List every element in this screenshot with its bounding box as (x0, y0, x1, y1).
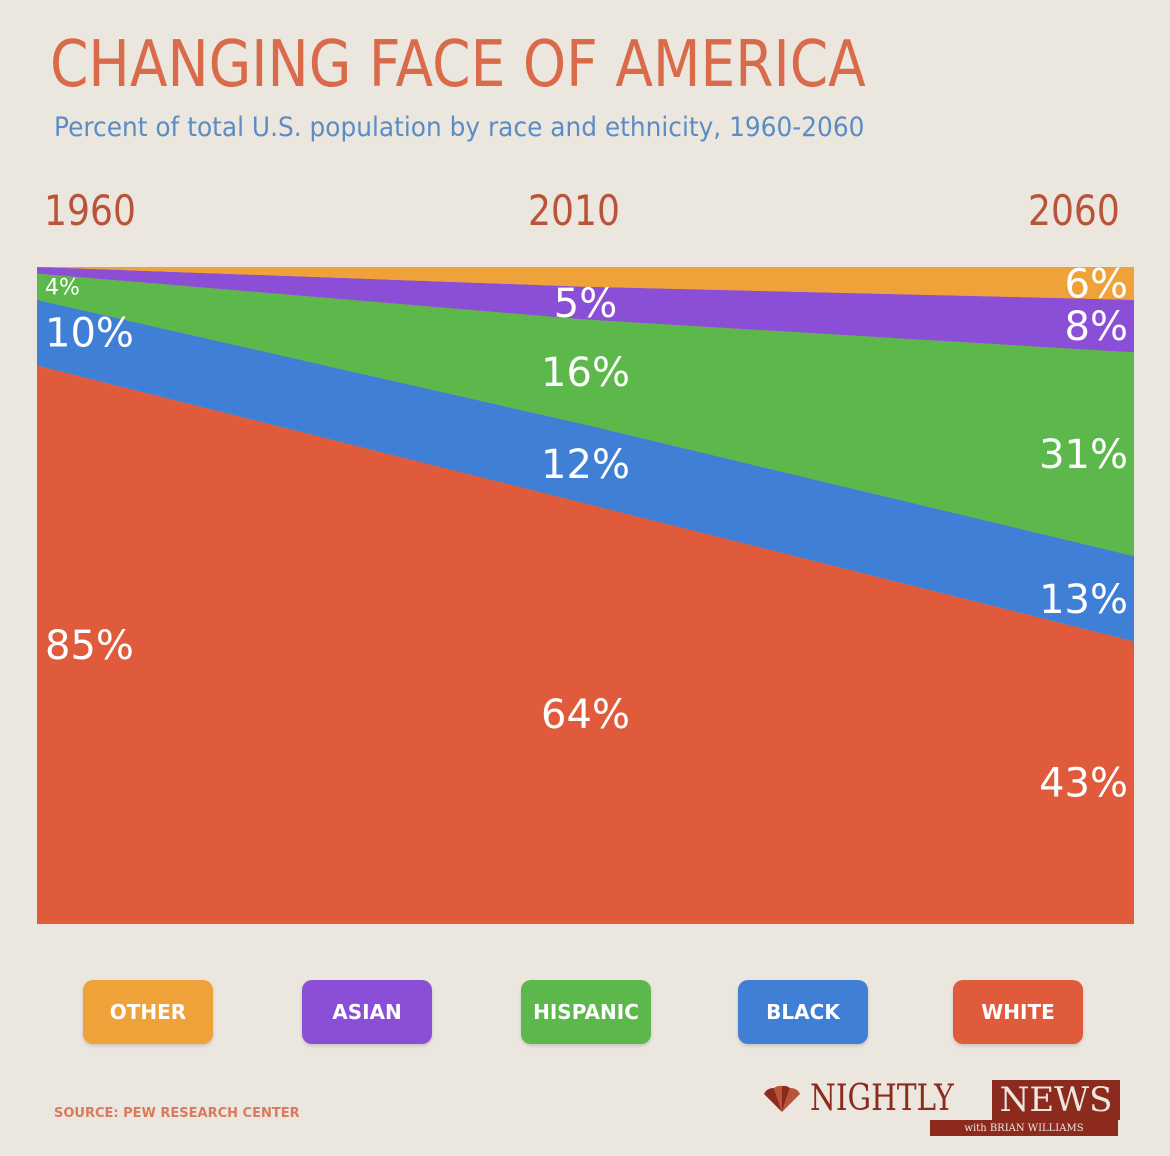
chart-subtitle: Percent of total U.S. population by race… (54, 112, 865, 143)
data-label-black-1960: 10% (45, 311, 134, 357)
area-asian (37, 267, 1134, 353)
area-black (37, 299, 1134, 642)
x-tick-label-2060: 2060 (1028, 186, 1120, 235)
logo-nightly-text: NIGHTLY (810, 1078, 954, 1119)
legend-label-black: BLACK (766, 1000, 840, 1024)
chart-title: CHANGING FACE OF AMERICA (50, 28, 866, 102)
legend-label-white: WHITE (981, 1000, 1055, 1024)
data-label-hispanic-2060: 31% (1039, 432, 1128, 478)
legend-label-asian: ASIAN (332, 1000, 402, 1024)
data-label-hispanic-2010: 16% (541, 350, 630, 396)
legend-item-other: OTHER (83, 980, 213, 1044)
data-label-black-2010: 12% (541, 442, 630, 488)
area-white (37, 365, 1134, 924)
logo-sub-text: with BRIAN WILLIAMS (930, 1120, 1118, 1136)
source-note: SOURCE: PEW RESEARCH CENTER (54, 1106, 300, 1121)
legend-item-asian: ASIAN (302, 980, 432, 1044)
x-tick-label-1960: 1960 (44, 186, 136, 235)
data-label-white-2060: 43% (1039, 761, 1128, 807)
data-label-asian-2060: 8% (1065, 304, 1128, 350)
x-tick-label-2010: 2010 (528, 186, 620, 235)
peacock-icon (764, 1085, 800, 1112)
nightly-news-logo: NIGHTLY NEWS with BRIAN WILLIAMS (760, 1078, 1120, 1138)
area-other (37, 267, 1134, 300)
data-label-white-1960: 85% (45, 623, 134, 669)
data-label-other-2060: 6% (1065, 261, 1128, 307)
legend-item-hispanic: HISPANIC (521, 980, 651, 1044)
legend-label-hispanic: HISPANIC (533, 1000, 639, 1024)
legend-label-other: OTHER (109, 1000, 187, 1024)
legend-item-white: WHITE (953, 980, 1083, 1044)
data-label-asian-2010: 5% (554, 281, 617, 327)
data-label-white-2010: 64% (541, 692, 630, 738)
logo-news-text: NEWS (992, 1080, 1120, 1120)
legend-item-black: BLACK (738, 980, 868, 1044)
area-hispanic (37, 273, 1134, 557)
data-label-hispanic-1960: 4% (45, 276, 80, 301)
data-label-black-2060: 13% (1039, 577, 1128, 623)
